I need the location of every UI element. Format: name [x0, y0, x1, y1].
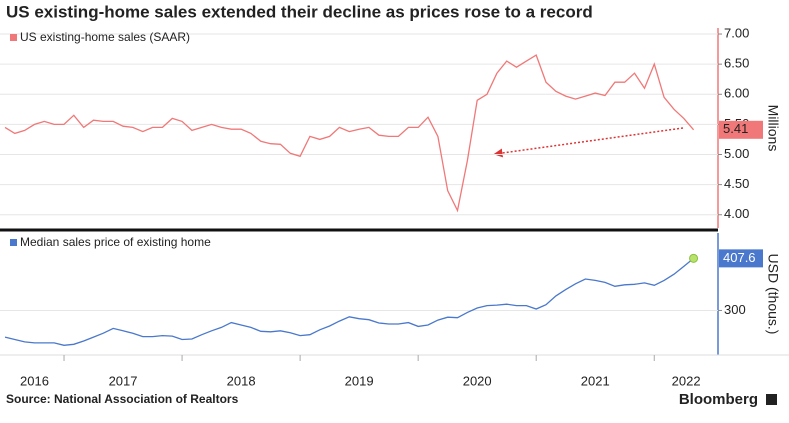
last-value-box	[719, 120, 763, 139]
last-value-box	[719, 249, 763, 268]
legend-swatch	[10, 34, 17, 41]
legend-label: US existing-home sales (SAAR)	[20, 30, 190, 44]
annotation-arrow	[493, 127, 684, 158]
y-tick-label: 4.50	[724, 176, 749, 191]
last-value-label: 5.41	[723, 121, 748, 136]
line	[4, 54, 695, 213]
x-tick-label: 2020	[463, 373, 492, 388]
x-tick-label: 2021	[581, 373, 610, 388]
brand-icon	[766, 394, 777, 405]
last-point-marker	[689, 253, 699, 263]
legend-label: Median sales price of existing home	[20, 235, 211, 249]
line	[4, 257, 695, 346]
y-tick-label: 6.00	[724, 86, 749, 101]
x-tick-label: 2016	[20, 373, 49, 388]
y-axis-label: USD (thous.)	[765, 254, 781, 335]
y-tick-label: 7.00	[724, 25, 749, 40]
y-axis-label: Millions	[765, 105, 781, 152]
legend-swatch	[10, 239, 17, 246]
brand: Bloomberg	[679, 391, 758, 408]
x-tick-label: 2018	[227, 373, 256, 388]
y-tick-label: 6.50	[724, 56, 749, 71]
source: Source: National Association of Realtors	[6, 392, 239, 406]
y-tick-label: 5.00	[724, 146, 749, 161]
x-tick-label: 2019	[345, 373, 374, 388]
last-value-label: 407.6	[723, 250, 756, 265]
x-tick-label: 2017	[109, 373, 138, 388]
chart-title: US existing-home sales extended their de…	[6, 2, 593, 21]
y-tick-label: 300	[724, 302, 746, 317]
y-tick-label: 4.00	[724, 206, 749, 221]
x-tick-label: 2022	[672, 373, 701, 388]
